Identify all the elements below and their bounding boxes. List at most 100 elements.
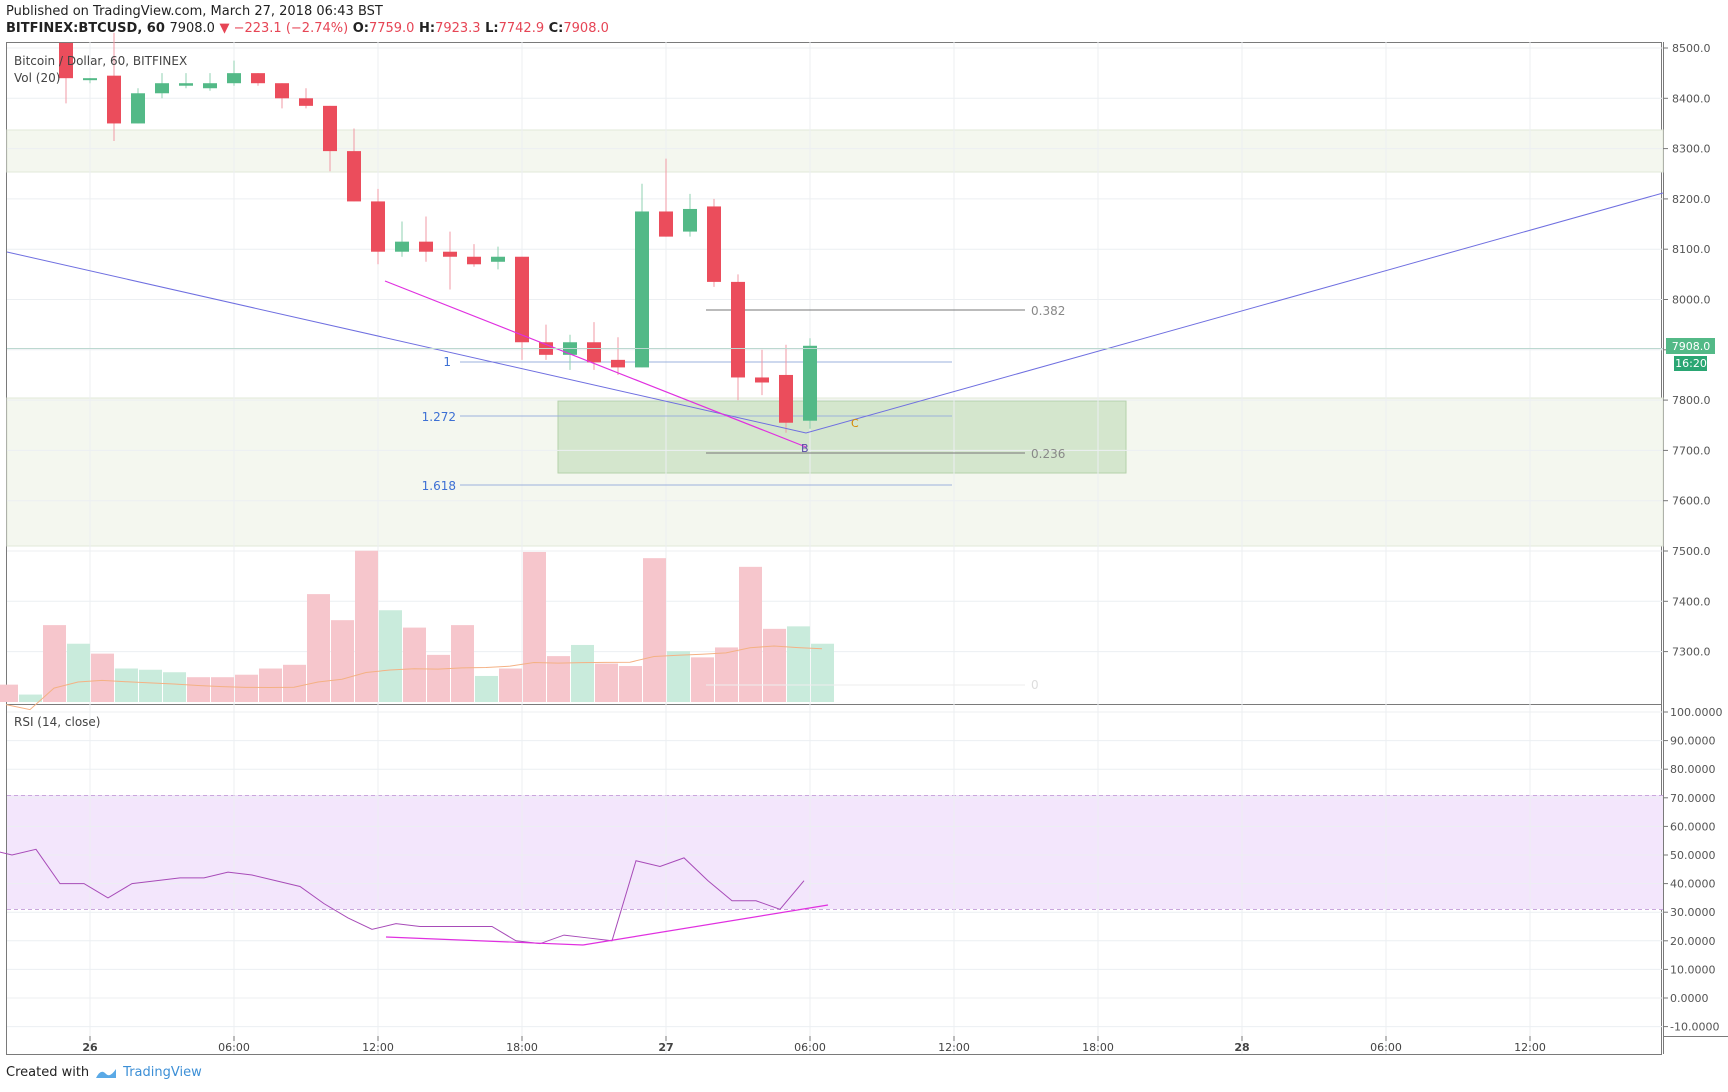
price-tick-label: 8000.0	[1672, 294, 1711, 307]
candle-body	[59, 42, 73, 79]
candle-body	[755, 377, 769, 383]
volume-bar	[67, 643, 90, 702]
volume-label: Vol (20)	[14, 71, 60, 85]
fib-label-1618: 1.618	[422, 479, 456, 493]
point-c-label: C	[851, 417, 859, 430]
high-value: 7923.3	[435, 21, 481, 36]
volume-bar	[595, 663, 618, 702]
rsi-divergence-line-2	[582, 904, 829, 946]
volume-ma-line	[5, 645, 823, 711]
price-change: ▼ −223.1 (−2.74%)	[219, 21, 349, 36]
time-tick-label: 27	[658, 1041, 673, 1054]
volume-bar	[403, 627, 426, 702]
candle-body	[803, 345, 817, 421]
volume-bar	[331, 620, 354, 702]
high-label: H:	[419, 21, 436, 36]
time-tick-label: 26	[82, 1041, 98, 1054]
supply-zone	[6, 129, 1664, 173]
volume-bar	[739, 566, 762, 702]
volume-bar	[139, 669, 162, 702]
volume-bars	[0, 550, 834, 702]
candle-body	[275, 83, 289, 99]
candle-body	[467, 256, 481, 265]
time-tick-label: 18:00	[506, 1041, 538, 1054]
price-tick-label: 7300.0	[1672, 646, 1711, 659]
fib-label-1272: 1.272	[422, 410, 456, 424]
time-tick-label: 12:00	[1514, 1041, 1546, 1054]
volume-bar	[715, 647, 738, 702]
rsi-divergence-line-1	[385, 936, 584, 946]
volume-bar	[667, 651, 690, 702]
rsi-tick-label: -10.0000	[1670, 1021, 1719, 1034]
rsi-label: RSI (14, close)	[14, 715, 100, 729]
volume-bar	[283, 664, 306, 702]
candle-body	[155, 83, 169, 94]
candle-body	[395, 241, 409, 252]
volume-bar	[619, 666, 642, 702]
open-value: 7759.0	[368, 21, 415, 36]
price-tick-label: 7800.0	[1672, 394, 1711, 407]
rsi-tick-label: 10.0000	[1670, 963, 1716, 976]
time-tick-label: 06:00	[218, 1041, 250, 1054]
candle-body	[779, 374, 793, 423]
tradingview-logo-icon	[96, 1068, 117, 1078]
published-text: Published on TradingView.com, March 27, …	[6, 4, 383, 19]
rsi-tick-label: 70.0000	[1670, 792, 1716, 805]
rsi-line	[0, 848, 805, 945]
close-label: C:	[548, 21, 564, 36]
volume-bar	[187, 677, 210, 702]
price-divergence-line	[384, 280, 807, 448]
volume-bar	[451, 625, 474, 702]
last-price-tag-text: 7908.0	[1672, 340, 1711, 353]
time-tick-label: 06:00	[794, 1041, 826, 1054]
volume-bar	[811, 643, 834, 702]
volume-bar	[643, 558, 666, 702]
footer: Created with TradingView	[6, 1065, 202, 1080]
rsi-tick-label: 20.0000	[1670, 935, 1716, 948]
candles	[59, 32, 817, 433]
volume-bar	[571, 644, 594, 702]
rsi-tick-label: 0.0000	[1670, 992, 1709, 1005]
volume-bar	[307, 594, 330, 702]
price-tick-label: 7700.0	[1672, 444, 1711, 457]
volume-bar	[691, 657, 714, 702]
rsi-tick-label: 80.0000	[1670, 763, 1716, 776]
trend-line	[6, 192, 1664, 434]
time-axis[interactable]: 26 06:00 12:00 18:00 27 06:00 12:00 18:00 28 06:0…	[82, 1036, 1546, 1054]
rsi-tick-label: 100.0000	[1670, 706, 1723, 719]
created-text: Created with	[6, 1065, 90, 1080]
volume-bar	[91, 653, 114, 702]
rsi-axis[interactable]: 100.0000 90.0000 80.0000 70.0000 60.0000 50.0…	[1663, 706, 1723, 1034]
price-axis[interactable]: 8500.08400.08300.08200.08100.08000.07900…	[1663, 42, 1711, 659]
volume-bar	[259, 668, 282, 702]
candle-body	[419, 241, 433, 252]
volume-bar	[0, 684, 18, 702]
volume-bar	[499, 668, 522, 702]
candle-body	[107, 75, 121, 124]
countdown-text: 16:20	[1675, 357, 1707, 370]
candle-body	[371, 201, 385, 252]
volume-bar	[355, 550, 378, 702]
last-price: 7908.0	[169, 21, 215, 36]
volume-bar	[43, 625, 66, 702]
volume-bar	[787, 626, 810, 702]
published-line: Published on TradingView.com, March 27, …	[6, 4, 383, 19]
time-tick-label: 12:00	[938, 1041, 970, 1054]
tradingview-link[interactable]: TradingView	[123, 1065, 202, 1080]
price-tick-label: 8500.0	[1672, 42, 1711, 55]
low-value: 7742.9	[498, 21, 545, 36]
rsi-tick-label: 30.0000	[1670, 906, 1716, 919]
fib-label-0236: 0.236	[1031, 447, 1065, 461]
price-tick-label: 8300.0	[1672, 143, 1711, 156]
open-label: O:	[352, 21, 369, 36]
fib-label-0: 0	[1031, 678, 1039, 692]
candle-body	[731, 281, 745, 378]
rsi-tick-label: 50.0000	[1670, 849, 1716, 862]
candle-body	[131, 93, 145, 124]
rsi-tick-label: 60.0000	[1670, 820, 1716, 833]
point-b-label: B	[801, 442, 809, 455]
candle-body	[491, 256, 505, 262]
candle-body	[515, 256, 529, 343]
candle-body	[179, 83, 193, 86]
